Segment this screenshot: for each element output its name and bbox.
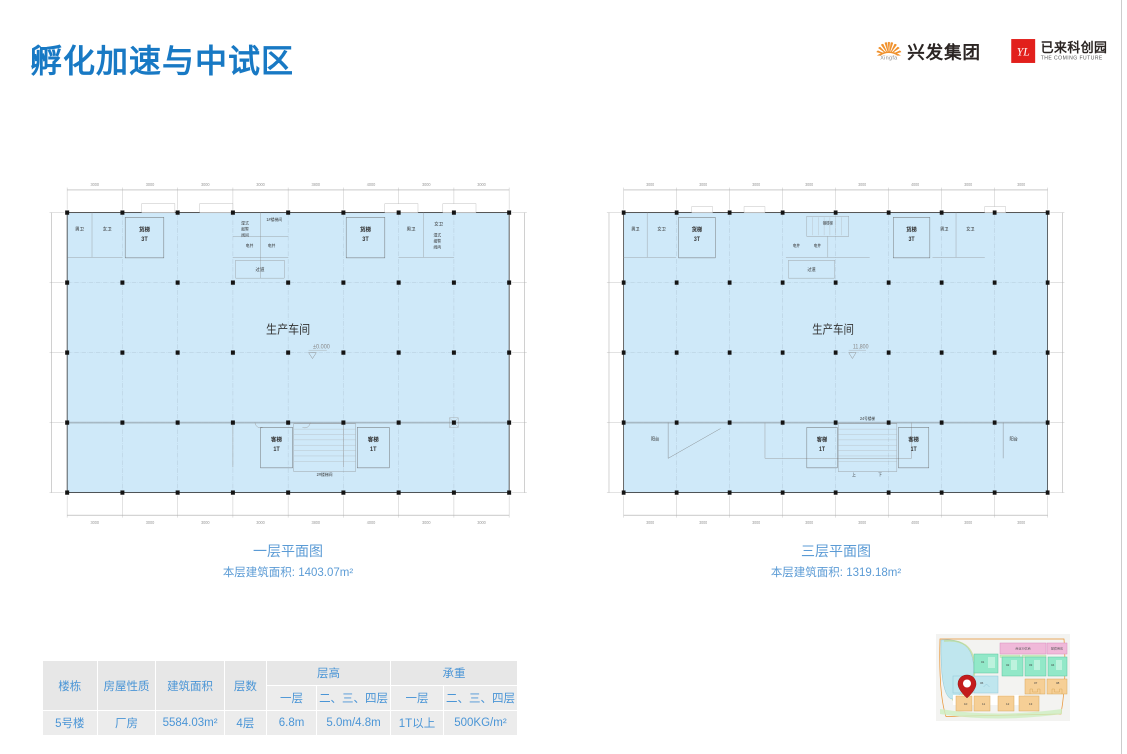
- svg-text:11,800: 11,800: [853, 345, 869, 351]
- svg-text:电井: 电井: [268, 242, 276, 248]
- svg-text:12: 12: [1006, 702, 1010, 706]
- svg-text:3000: 3000: [805, 520, 814, 525]
- svg-text:3000: 3000: [699, 520, 708, 525]
- svg-text:报警: 报警: [241, 226, 249, 232]
- svg-text:±0.000: ±0.000: [313, 345, 330, 351]
- svg-text:1T: 1T: [819, 447, 826, 453]
- svg-text:报警: 报警: [433, 238, 441, 244]
- svg-text:生产车间: 生产车间: [812, 322, 854, 337]
- svg-text:电井: 电井: [814, 243, 821, 248]
- svg-text:3T: 3T: [141, 237, 148, 243]
- svg-text:3000: 3000: [422, 520, 431, 525]
- svg-text:3800: 3800: [311, 520, 320, 525]
- svg-text:3T: 3T: [694, 237, 701, 243]
- svg-text:02: 02: [1006, 663, 1010, 667]
- svg-text:07: 07: [1034, 681, 1038, 685]
- svg-text:2#楼梯间: 2#楼梯间: [317, 471, 333, 477]
- svg-text:06: 06: [980, 681, 984, 685]
- svg-text:3000: 3000: [256, 520, 265, 525]
- svg-text:3000: 3000: [646, 520, 655, 525]
- svg-text:10: 10: [964, 702, 968, 706]
- svg-text:阳台: 阳台: [651, 436, 660, 443]
- svg-text:3000: 3000: [858, 520, 867, 525]
- svg-text:3000: 3000: [805, 182, 814, 187]
- svg-text:04: 04: [1051, 663, 1055, 667]
- svg-text:YL: YL: [1017, 45, 1030, 58]
- svg-text:女卫: 女卫: [434, 221, 443, 228]
- svg-text:13: 13: [1029, 702, 1033, 706]
- svg-text:1T: 1T: [911, 447, 918, 453]
- svg-text:阀间: 阀间: [241, 232, 249, 238]
- svg-text:商业30亿商: 商业30亿商: [1015, 646, 1030, 651]
- svg-text:3000: 3000: [646, 182, 655, 187]
- svg-text:1T: 1T: [370, 447, 377, 453]
- svg-text:3000: 3000: [964, 182, 973, 187]
- svg-text:过道: 过道: [808, 266, 817, 273]
- svg-text:女卫: 女卫: [967, 226, 976, 233]
- svg-text:电井: 电井: [245, 242, 253, 248]
- svg-text:4000: 4000: [911, 182, 920, 187]
- svg-text:3T: 3T: [362, 237, 369, 243]
- svg-text:4000: 4000: [911, 520, 920, 525]
- svg-text:3000: 3000: [90, 520, 99, 525]
- svg-text:3000: 3000: [477, 182, 486, 187]
- svg-text:配套用房: 配套用房: [1051, 646, 1063, 651]
- svg-text:4000: 4000: [367, 182, 376, 187]
- svg-text:上: 上: [852, 472, 856, 477]
- svg-text:3000: 3000: [858, 182, 867, 187]
- svg-text:3000: 3000: [477, 520, 486, 525]
- svg-text:生产车间: 生产车间: [266, 323, 310, 338]
- svg-text:3000: 3000: [752, 520, 761, 525]
- svg-text:3000: 3000: [699, 182, 708, 187]
- svg-text:24号楼梯: 24号楼梯: [860, 416, 875, 421]
- svg-text:3000: 3000: [1017, 520, 1026, 525]
- svg-text:钢楼梯: 钢楼梯: [823, 221, 834, 226]
- svg-text:湿式: 湿式: [241, 220, 249, 226]
- svg-text:3000: 3000: [146, 520, 155, 525]
- svg-text:08: 08: [1056, 681, 1060, 685]
- svg-text:4000: 4000: [367, 520, 376, 525]
- svg-text:湿式: 湿式: [433, 232, 441, 238]
- svg-text:3000: 3000: [752, 182, 761, 187]
- svg-text:01: 01: [981, 660, 985, 664]
- svg-text:03: 03: [1029, 663, 1033, 667]
- svg-text:阀丙: 阀丙: [433, 244, 441, 250]
- svg-text:过道: 过道: [255, 266, 264, 273]
- svg-text:3000: 3000: [90, 182, 99, 187]
- svg-text:下: 下: [879, 472, 883, 477]
- svg-text:3000: 3000: [256, 182, 265, 187]
- svg-text:3000: 3000: [146, 182, 155, 187]
- svg-text:3800: 3800: [311, 182, 320, 187]
- svg-text:1#楼梯间: 1#楼梯间: [266, 216, 282, 222]
- svg-text:3T: 3T: [909, 237, 916, 243]
- svg-text:3000: 3000: [1017, 182, 1026, 187]
- svg-text:3000: 3000: [201, 520, 210, 525]
- svg-text:1T: 1T: [273, 447, 280, 453]
- svg-text:3000: 3000: [964, 520, 973, 525]
- svg-text:11: 11: [982, 702, 985, 706]
- svg-text:电井: 电井: [793, 243, 800, 248]
- svg-text:3000: 3000: [201, 182, 210, 187]
- svg-text:阳台: 阳台: [1010, 436, 1019, 443]
- svg-text:3000: 3000: [422, 182, 431, 187]
- svg-text:女卫: 女卫: [658, 226, 667, 233]
- svg-text:女卫: 女卫: [103, 226, 112, 233]
